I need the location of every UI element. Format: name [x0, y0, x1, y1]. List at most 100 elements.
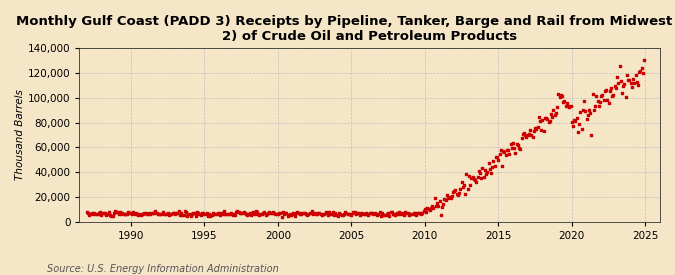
Point [518, 130, 529, 135]
Point [151, 210, 162, 215]
Point [217, 212, 228, 216]
Point [209, 212, 219, 216]
Point [417, 211, 428, 215]
Point [324, 210, 335, 214]
Point [395, 212, 406, 217]
Point [569, 117, 580, 122]
Point [529, 129, 539, 133]
Point [293, 211, 304, 215]
Point [92, 212, 103, 216]
Point [304, 211, 315, 215]
Point [88, 212, 99, 217]
Point [446, 194, 457, 198]
Point [628, 76, 639, 81]
Point [198, 210, 209, 215]
Point [559, 99, 570, 103]
Point [142, 211, 153, 216]
Point [102, 211, 113, 216]
Point [333, 210, 344, 215]
Point [560, 103, 571, 108]
Point [254, 213, 265, 217]
Point [554, 94, 565, 99]
Point [201, 211, 212, 215]
Point [456, 180, 467, 184]
Point [288, 212, 299, 216]
Point [214, 211, 225, 215]
Point [454, 191, 464, 195]
Point [259, 210, 270, 214]
Point [200, 211, 211, 216]
Point [300, 210, 310, 215]
Point [240, 212, 251, 216]
Point [553, 92, 564, 96]
Point [256, 212, 267, 216]
Point [522, 133, 533, 137]
Text: Source: U.S. Energy Information Administration: Source: U.S. Energy Information Administ… [47, 264, 279, 274]
Point [107, 213, 118, 218]
Point [281, 211, 292, 215]
Point [373, 212, 383, 217]
Point [205, 214, 216, 218]
Point [512, 143, 523, 147]
Point [314, 211, 325, 216]
Point [452, 193, 463, 197]
Point [624, 78, 634, 82]
Point [159, 212, 169, 217]
Point [194, 211, 205, 216]
Point [637, 70, 648, 75]
Point [607, 94, 618, 98]
Point [428, 205, 439, 210]
Point [359, 212, 370, 216]
Point [166, 211, 177, 216]
Point [260, 213, 271, 217]
Point [341, 211, 352, 215]
Point [320, 210, 331, 214]
Point [476, 175, 487, 180]
Point [563, 104, 574, 108]
Point [148, 211, 159, 215]
Point [547, 115, 558, 119]
Point [421, 209, 431, 214]
Point [347, 210, 358, 214]
Point [225, 211, 236, 216]
Point [351, 212, 362, 216]
Point [165, 212, 176, 216]
Point [228, 212, 239, 216]
Point [277, 210, 288, 214]
Point [109, 209, 120, 213]
Point [497, 164, 508, 168]
Point [308, 211, 319, 216]
Point [620, 95, 631, 99]
Point [589, 108, 599, 112]
Point [309, 211, 320, 216]
Point [503, 148, 514, 153]
Point [434, 199, 445, 203]
Point [363, 213, 374, 217]
Point [163, 213, 174, 218]
Point [247, 212, 258, 216]
Point [237, 211, 248, 216]
Point [220, 212, 231, 217]
Point [557, 94, 568, 98]
Point [279, 211, 290, 216]
Point [584, 108, 595, 112]
Point [500, 153, 511, 158]
Point [97, 210, 108, 215]
Point [390, 213, 401, 217]
Point [190, 214, 201, 218]
Point [348, 211, 359, 215]
Point [250, 209, 261, 214]
Point [431, 204, 441, 208]
Point [246, 213, 256, 217]
Point [515, 147, 526, 151]
Point [462, 187, 473, 191]
Point [124, 211, 135, 216]
Point [577, 108, 588, 112]
Point [273, 211, 284, 215]
Point [169, 212, 180, 216]
Point [129, 212, 140, 217]
Point [617, 90, 628, 95]
Point [619, 82, 630, 86]
Point [524, 128, 535, 132]
Point [423, 207, 434, 211]
